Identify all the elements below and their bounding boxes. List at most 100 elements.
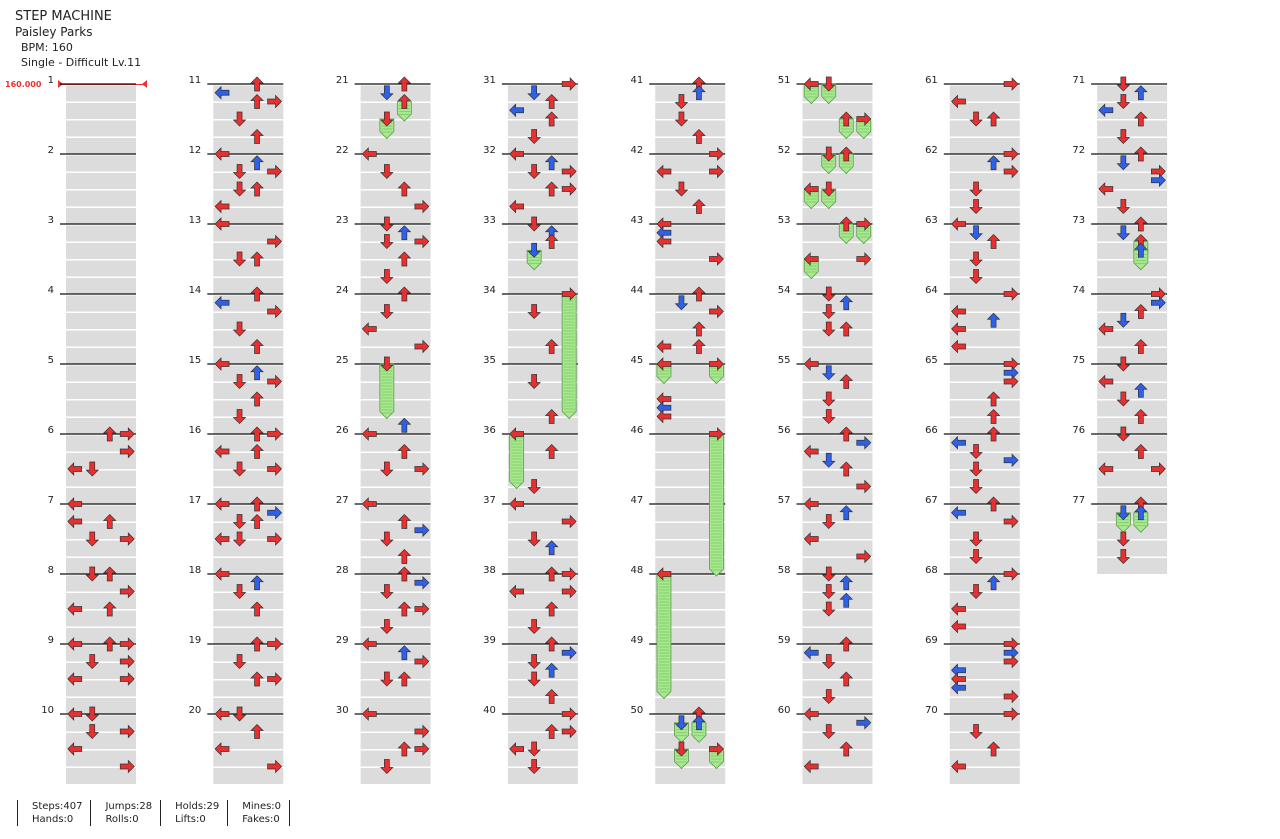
beat-band [507,680,578,697]
measure-number: 64 [925,285,938,296]
note-arrow-up [102,601,117,617]
measure-number: 7 [48,495,54,506]
note-arrow-up [250,339,264,354]
beat-band [507,330,578,347]
note-arrow-down [527,242,541,258]
note-arrow-left [803,252,819,266]
note-arrow-right [1003,514,1019,529]
note-arrow-down [380,619,394,634]
note-arrow-right [414,199,430,214]
beat-band [507,120,578,137]
note-arrow-left [803,182,819,196]
beat-band [949,208,1020,224]
beat-band [802,698,873,714]
note-arrow-right [1003,654,1019,669]
note-arrow-down [1116,225,1131,241]
note-arrow-right [267,637,283,651]
beat-band [66,680,136,697]
beat-band [949,243,1020,259]
note-arrow-right [267,304,283,319]
note-arrow-left [67,602,83,616]
note-arrow-up [397,671,412,687]
measure-number: 66 [925,425,938,436]
note-arrow-left [1098,462,1114,476]
note-arrow-right [119,427,135,441]
beat-band [949,593,1020,609]
beat-band [949,435,1020,452]
beat-band [655,628,726,644]
beat-band [802,418,873,434]
note-arrow-up [1134,85,1148,101]
note-arrow-left [67,742,83,756]
beat-band [949,400,1020,417]
measure-number: 38 [483,565,496,576]
note-arrow-down [527,479,541,494]
note-arrow-up [1134,444,1148,459]
note-arrow-up [397,741,412,757]
beat-band [802,295,873,312]
note-arrow-down [969,444,983,459]
note-arrow-down [1116,356,1131,372]
beat-band [507,365,578,382]
beat-band [213,190,284,207]
beat-band [360,435,431,452]
note-arrow-up [397,181,412,197]
beat-band [360,558,431,574]
note-arrow-down [85,724,100,739]
beat-band [213,225,284,242]
measure-number: 54 [778,285,791,296]
measure-number: 3 [48,215,54,226]
note-arrow-left [803,357,819,371]
beat-band [66,540,136,557]
measure-number: 52 [778,145,791,156]
note-arrow-left [509,103,525,118]
note-arrow-down [527,304,541,319]
beat-band [802,540,873,557]
note-arrow-right [709,252,724,266]
beat-band [360,155,431,172]
beat-band [949,120,1020,137]
beat-band [655,505,726,522]
note-arrow-up [544,339,559,354]
beat-band [802,278,873,294]
note-arrow-down [380,671,394,687]
beat-band [949,628,1020,644]
note-arrow-down [232,164,247,179]
stats-column-holds: Holds:29 Lifts:0 [161,800,229,826]
note-arrow-up [544,566,559,582]
note-arrow-left [803,77,819,91]
note-arrow-up [986,496,1001,512]
beat-band [949,505,1020,522]
beat-band [802,383,873,399]
beat-band [360,698,431,714]
note-arrow-up [692,199,706,214]
beat-band [213,295,284,312]
note-arrow-down [1116,199,1131,214]
note-arrow-right [414,742,430,756]
beat-band [802,715,873,732]
note-arrow-right [414,234,430,249]
beat-band [66,120,136,137]
beat-band [360,453,431,469]
beat-band [507,400,578,417]
beat-band [1097,155,1168,172]
note-arrow-left [951,435,966,450]
beat-band [949,138,1020,154]
beat-band [655,435,726,452]
measure-number: 63 [925,215,938,226]
note-arrow-up [250,601,264,617]
note-arrow-down [527,531,541,547]
beat-band [507,190,578,207]
note-arrow-right [267,505,283,520]
note-arrow-left [803,497,819,511]
note-arrow-up [839,505,854,521]
beat-band [213,610,284,627]
note-arrow-down [232,654,247,669]
note-arrow-right [856,479,872,494]
beat-band [655,593,726,609]
measure-number: 11 [189,75,202,86]
note-arrow-down [232,531,247,547]
note-arrow-left [656,567,672,581]
beat-band [802,243,873,259]
note-arrow-left [656,409,672,424]
